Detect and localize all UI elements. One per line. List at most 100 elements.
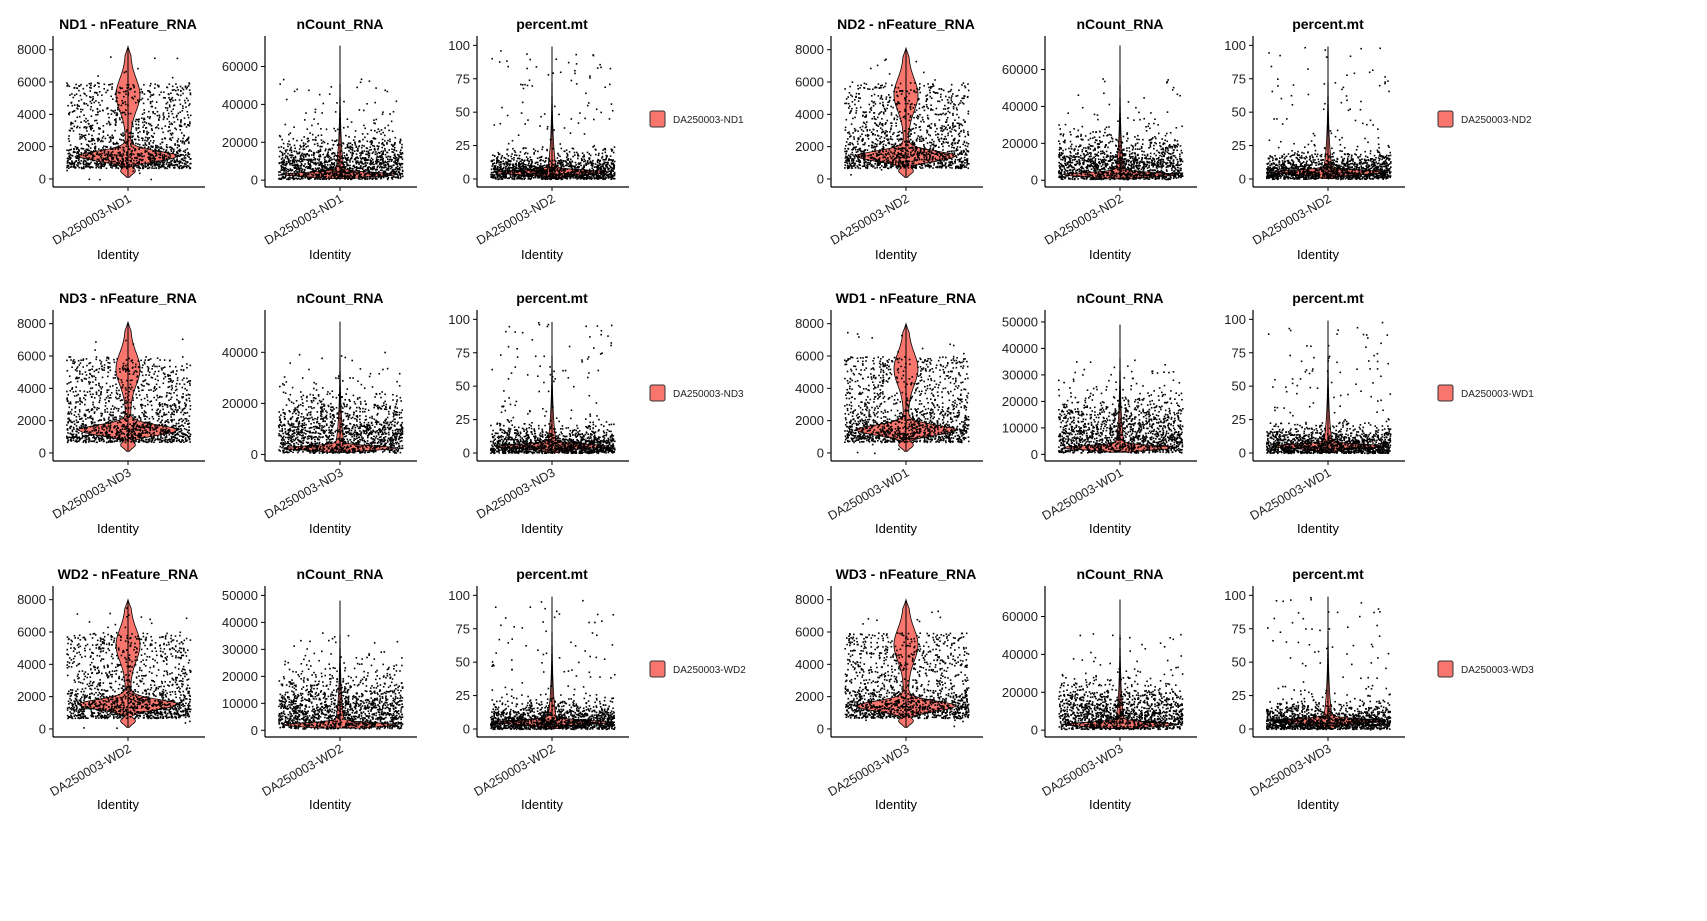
data-point <box>77 149 80 151</box>
data-point <box>369 162 372 164</box>
data-point <box>540 163 542 165</box>
data-point <box>132 167 135 169</box>
data-point <box>335 140 337 142</box>
data-point <box>370 160 372 163</box>
data-point <box>324 149 327 152</box>
data-point <box>69 144 72 146</box>
data-point <box>89 162 91 165</box>
data-point <box>504 173 506 176</box>
data-point <box>135 123 137 126</box>
data-point <box>280 178 283 180</box>
data-point <box>121 112 123 114</box>
data-point <box>116 141 118 144</box>
data-point <box>934 153 936 155</box>
data-point <box>490 168 493 171</box>
data-point <box>592 172 595 175</box>
data-point <box>302 148 304 151</box>
data-point <box>130 160 132 163</box>
data-point <box>320 169 323 171</box>
data-point <box>130 143 132 145</box>
data-point <box>117 142 119 145</box>
data-point <box>296 178 299 180</box>
data-point <box>881 118 883 120</box>
data-point <box>508 170 511 172</box>
data-point <box>110 95 112 98</box>
data-point <box>516 160 518 162</box>
data-point <box>577 155 580 157</box>
data-point <box>75 83 77 86</box>
data-point <box>503 170 505 173</box>
data-point <box>611 160 614 163</box>
data-point <box>138 167 141 169</box>
data-point <box>297 177 300 180</box>
data-point <box>572 155 574 158</box>
data-point <box>354 130 357 132</box>
data-point <box>510 155 512 158</box>
data-point <box>537 163 539 166</box>
data-point <box>68 111 71 114</box>
data-point <box>307 177 309 180</box>
data-point <box>101 163 104 166</box>
data-point <box>560 147 563 150</box>
data-point <box>607 168 609 171</box>
data-point <box>290 149 293 152</box>
data-point <box>600 166 602 168</box>
data-point <box>160 165 163 168</box>
data-point <box>609 172 611 175</box>
data-point <box>188 89 191 91</box>
data-point <box>552 177 555 180</box>
data-point <box>99 110 101 112</box>
data-point <box>315 162 318 165</box>
data-point <box>523 153 526 155</box>
data-point <box>153 140 155 142</box>
data-point <box>396 167 399 170</box>
data-point <box>314 161 317 164</box>
data-point <box>170 122 173 125</box>
data-point <box>562 163 564 166</box>
data-point <box>378 145 380 148</box>
data-point <box>567 157 570 160</box>
data-point <box>323 172 326 174</box>
data-point <box>305 158 307 161</box>
data-point <box>141 113 144 115</box>
data-point <box>509 171 512 173</box>
data-point <box>383 170 386 173</box>
data-point <box>529 178 532 180</box>
data-point <box>580 174 583 176</box>
data-point <box>906 102 909 105</box>
data-point <box>186 166 188 168</box>
data-point <box>545 166 548 168</box>
data-point <box>173 89 175 91</box>
data-point <box>549 172 551 174</box>
data-point <box>162 165 164 168</box>
data-point <box>595 149 597 151</box>
data-point <box>600 169 602 171</box>
data-point <box>97 164 100 166</box>
data-point <box>66 149 68 151</box>
data-point <box>116 100 118 102</box>
data-point <box>301 176 304 178</box>
data-point <box>309 167 312 170</box>
data-point <box>378 170 380 173</box>
data-point <box>598 168 600 171</box>
data-point <box>851 151 854 154</box>
data-point <box>96 82 99 84</box>
data-point <box>114 143 117 145</box>
data-point <box>147 116 149 118</box>
data-point <box>345 172 347 174</box>
data-point <box>384 149 386 152</box>
data-point <box>585 174 588 177</box>
data-point <box>119 92 121 94</box>
data-point <box>914 157 916 159</box>
data-point <box>69 94 71 96</box>
data-point <box>582 177 584 180</box>
data-point <box>373 173 375 175</box>
data-point <box>563 174 566 177</box>
data-point <box>84 149 86 152</box>
data-point <box>114 93 117 96</box>
data-point <box>147 131 150 134</box>
data-point <box>953 150 955 152</box>
data-point <box>180 125 183 128</box>
data-point <box>165 102 168 105</box>
data-point <box>507 166 510 168</box>
